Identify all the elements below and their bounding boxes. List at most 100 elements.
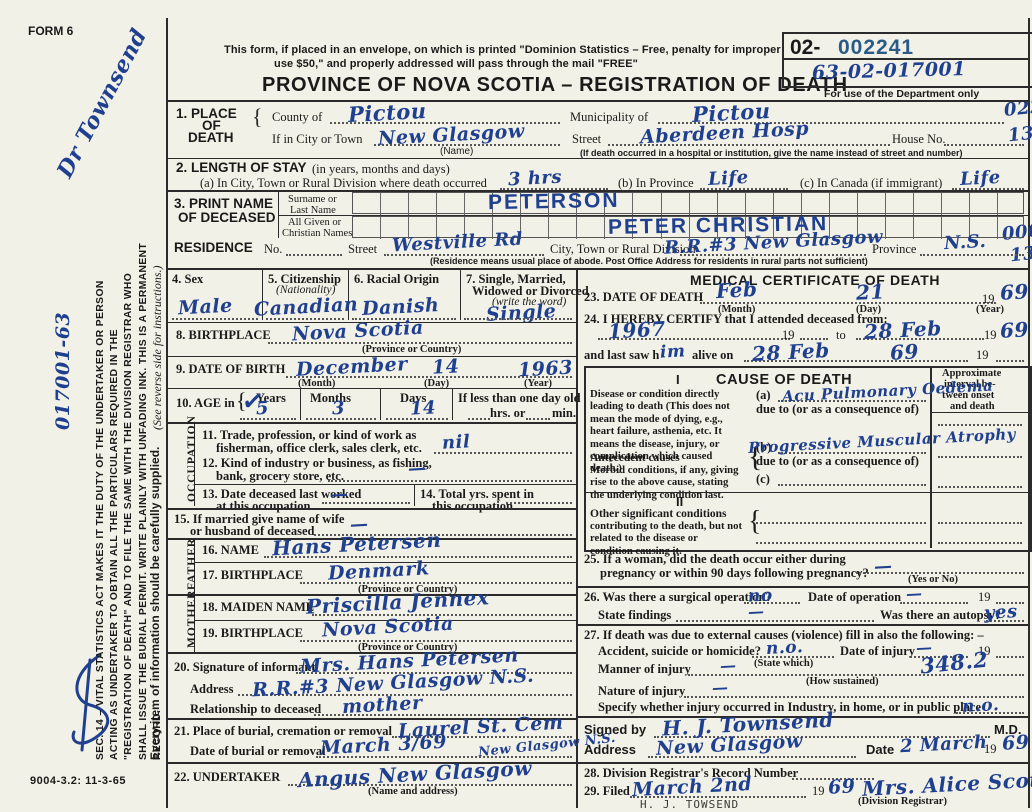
burial-date-rule: [316, 756, 572, 758]
q26-date-rule: [900, 602, 968, 604]
stay-city-rule: [500, 188, 608, 190]
age-days-divider: [452, 388, 453, 420]
due-to-2: due to (or as a consequence of): [756, 454, 919, 468]
age-min-rule: [526, 418, 550, 420]
q27-manner-label: Manner of injury: [598, 662, 691, 676]
age-min-label: min.: [552, 406, 576, 420]
interval-head-2: interval be-: [944, 379, 996, 390]
stay-province-rule: [700, 188, 788, 190]
q26-findings-rule: [676, 620, 874, 622]
surname-label-1: Surname or: [288, 194, 337, 205]
q27-date-rule: [910, 656, 968, 658]
age-years-value: 5: [255, 397, 270, 420]
margin-doctor-signature: Dr Townsend: [52, 24, 153, 183]
other-conditions-rule-1: [756, 522, 926, 524]
q27-19: 19: [978, 644, 991, 658]
house-no-label: House No.: [892, 132, 946, 146]
q27-date-label: Date of injury: [840, 644, 915, 658]
item13-item14-divider: [414, 484, 415, 506]
marital-rule: [464, 318, 572, 320]
print-name-heading-2: OF DECEASED: [178, 210, 276, 225]
citizenship-value: Canadian: [253, 293, 359, 321]
surname-cell-grid: [352, 192, 1024, 215]
interval-other-rule-1: [938, 522, 1022, 524]
margin-see-reverse: (See reverse side for instructions.): [150, 170, 165, 430]
part-two-top-rule: [584, 492, 1028, 493]
registration-number-handwritten: 63-02-017001: [811, 57, 967, 85]
margin-vertical-number: 017001-63: [52, 311, 74, 430]
cause-of-death-box: [584, 366, 1032, 552]
cause-c-rule: [778, 484, 926, 486]
margin-see-reverse-text: (See reverse side for instructions.): [150, 265, 164, 430]
stay-canada-value: Life: [959, 166, 1002, 191]
print-name-heading-1: 3. PRINT NAME: [174, 196, 274, 211]
burial-place-label: 21. Place of burial, cremation or remova…: [174, 724, 393, 738]
surname-row-rule: [278, 215, 1028, 216]
q27-manner-hint: (How sustained): [806, 676, 879, 687]
q27-accident-hint: (State which): [754, 658, 814, 669]
place-of-death-label-1: 1. PLACE: [176, 106, 237, 121]
racial-marital-divider: [460, 268, 461, 320]
section2-top-rule: [166, 158, 1028, 159]
stay-city-value: 3 hrs: [507, 166, 563, 191]
age-years-rule: [240, 418, 296, 420]
citizenship-label: 5. Citizenship: [268, 272, 341, 286]
q27-top-rule: [578, 624, 1028, 626]
age-top-rule: [166, 388, 576, 389]
item14-rule: [506, 502, 572, 504]
informant-relationship-rule: [314, 714, 572, 716]
interval-head-3: tween onset: [942, 390, 995, 401]
marital-hint: (write the word): [492, 296, 567, 308]
q26-autopsy-rule: [986, 620, 1024, 622]
sex-label: 4. Sex: [172, 272, 204, 286]
residence-province-label: Province: [872, 242, 917, 256]
item12-line1: 12. Kind of industry or business, as fis…: [202, 456, 432, 470]
undertaker-hint: (Name and address): [368, 786, 458, 797]
citizenship-hint: (Nationality): [276, 284, 336, 296]
length-of-stay-heading: 2. LENGTH OF STAY: [176, 160, 307, 175]
mother-birthplace-rule: [300, 640, 572, 642]
mother-maiden-rule: [312, 614, 572, 616]
q26-19-rule: [996, 602, 1024, 604]
q27-manner-value: —: [719, 655, 737, 676]
last-saw-label: and last saw h: [584, 348, 660, 362]
age-months-value: 3: [331, 397, 346, 420]
birthplace-top-rule: [166, 322, 576, 323]
q27-place-label: Specify whether injury occurred in Indus…: [598, 700, 982, 714]
mother-birthplace-top-rule: [194, 620, 576, 621]
section4-top-rule: [166, 268, 1028, 270]
informant-address-rule: [238, 694, 572, 696]
mother-side-divider: [194, 594, 195, 652]
item15-rule: [314, 534, 572, 536]
hospital-hint: (If death occurred in a hospital or inst…: [580, 148, 963, 158]
cause-line-a-label: (a): [756, 388, 771, 402]
city-town-rule: [374, 144, 560, 146]
item13-line1: 13. Date deceased last worked: [202, 487, 362, 501]
page-title: PROVINCE OF NOVA SCOTIA – REGISTRATION O…: [262, 74, 848, 96]
father-birthplace-rule: [300, 582, 572, 584]
signoff-date-19: 19: [984, 742, 997, 756]
father-side-label: FATHER: [186, 537, 198, 590]
q28-top-rule: [578, 762, 1028, 764]
margin-code-13: 13: [1006, 122, 1032, 147]
last-saw-19: 19: [976, 348, 989, 362]
informant-relationship-label: Relationship to deceased: [190, 702, 322, 716]
age-days-label: Days: [400, 391, 427, 405]
q28-label: 28. Division Registrar's Record Number: [584, 766, 799, 780]
age-days-value: 14: [409, 397, 437, 420]
q26-date-value: —: [905, 583, 923, 604]
q27-accident-label: Accident, suicide or homicide?: [598, 644, 761, 658]
municipality-label: Municipality of: [570, 110, 649, 124]
antecedent-heading: Antecedent causes: [590, 452, 680, 464]
date-of-death-day: 21: [855, 279, 886, 305]
citizenship-rule: [266, 318, 344, 320]
age-brace: {: [236, 388, 247, 413]
occupation-side-divider: [194, 422, 195, 506]
surname-label-2: Last Name: [290, 205, 336, 216]
q26-label: 26. Was there a surgical operation?: [584, 590, 772, 604]
mother-maiden-label: 18. MAIDEN NAME: [202, 600, 315, 614]
department-only-label: For use of the Department only: [824, 88, 980, 100]
interval-a-rule: [938, 424, 1022, 426]
signoff-date-year: 69: [1001, 731, 1031, 755]
registration-prefix: 02-: [790, 36, 821, 59]
